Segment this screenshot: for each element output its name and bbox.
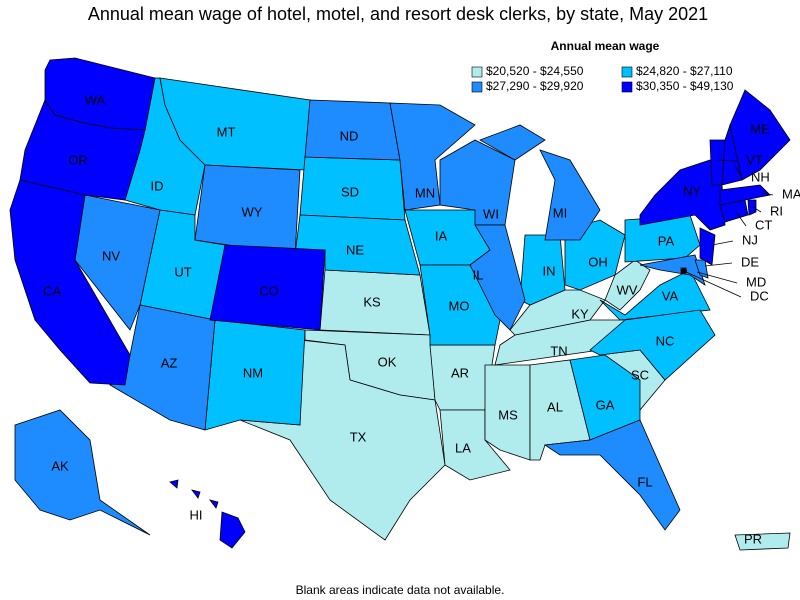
state-label: NM [243,365,263,380]
state-label: IL [473,267,484,282]
state-label: NC [656,333,675,348]
state-label: SD [341,184,359,199]
state [469,224,526,331]
state-label: ME [750,121,770,136]
legend-label: $30,350 - $49,130 [636,79,734,93]
legend-title: Annual mean wage [551,39,660,53]
leader-line [761,192,774,196]
state [389,102,476,211]
leader-line [711,240,734,246]
footnote: Blank areas indicate data not available. [296,583,505,597]
legend-swatch [471,66,483,78]
legend-swatch [621,81,633,93]
state [569,354,641,441]
state-label: WV [617,282,638,297]
leader-line [683,270,742,298]
state-label: RI [770,203,783,218]
state-label: SC [631,367,649,382]
state-label: UT [174,264,191,279]
state-label: WY [242,204,263,219]
state [639,254,706,286]
leader-line [734,164,743,179]
map-title: Annual mean wage of hotel, motel, and re… [88,4,708,24]
state-label: TX [350,429,367,444]
state [209,244,326,331]
state-label: OK [378,354,397,369]
leader-line [752,206,762,213]
state [9,179,131,386]
state-label: OR [68,152,88,167]
state-label: MI [553,205,567,220]
state-label: FL [637,474,652,489]
state [747,199,757,216]
state [169,479,246,549]
state-label: KS [363,294,381,309]
state-label: GA [596,397,615,412]
state-label: HI [190,507,203,522]
state-label: MN [415,185,435,200]
state-label: PR [744,531,762,546]
state-label: NJ [742,232,758,247]
state-label: WA [85,92,106,107]
state-label: KY [571,306,589,321]
state-label: AR [451,365,469,380]
state [19,99,146,201]
state [729,89,791,181]
state-label: DC [750,288,769,303]
state [694,259,709,279]
state [719,184,771,206]
state-label: AZ [161,355,178,370]
leader-line [735,211,747,227]
state-label: MO [449,298,470,313]
state-label: NH [751,169,770,184]
legend-swatch [471,81,483,93]
legend-label: $24,820 - $27,110 [636,64,733,78]
legend-label: $20,520 - $24,550 [486,64,584,78]
state [479,124,601,241]
state-label: VT [746,152,763,167]
state [543,419,681,531]
state [734,532,791,551]
legend-label: $27,290 - $29,920 [486,79,584,93]
state-label: AK [51,458,69,473]
state-label: CA [43,283,61,298]
leader-line [696,271,738,284]
legend-swatch [621,66,633,78]
state-label: CT [755,217,772,232]
state-label: IA [435,228,448,243]
state-label: MA [782,186,800,201]
state-label: NY [683,183,701,198]
state-label: DE [741,254,759,269]
state-label: PA [658,233,675,248]
state-label: VA [662,288,679,303]
state-label: ID [151,178,164,193]
state [14,409,151,536]
state-label: IN [543,263,556,278]
state-label: CO [259,283,279,298]
state-label: WI [483,206,499,221]
state-label: LA [455,440,471,455]
state [699,227,716,266]
state [589,309,716,381]
state-label: NE [346,242,364,257]
dc-marker [681,268,687,274]
state-label: OH [588,254,608,269]
state-label: MD [746,274,766,289]
state-label: AL [547,399,563,414]
state-label: TN [550,343,567,358]
state-label: MT [217,124,236,139]
leader-line [716,159,738,162]
state-label: ND [340,128,359,143]
state-label: NV [102,248,120,263]
state-label: MS [498,407,518,422]
leader-line [704,262,733,267]
